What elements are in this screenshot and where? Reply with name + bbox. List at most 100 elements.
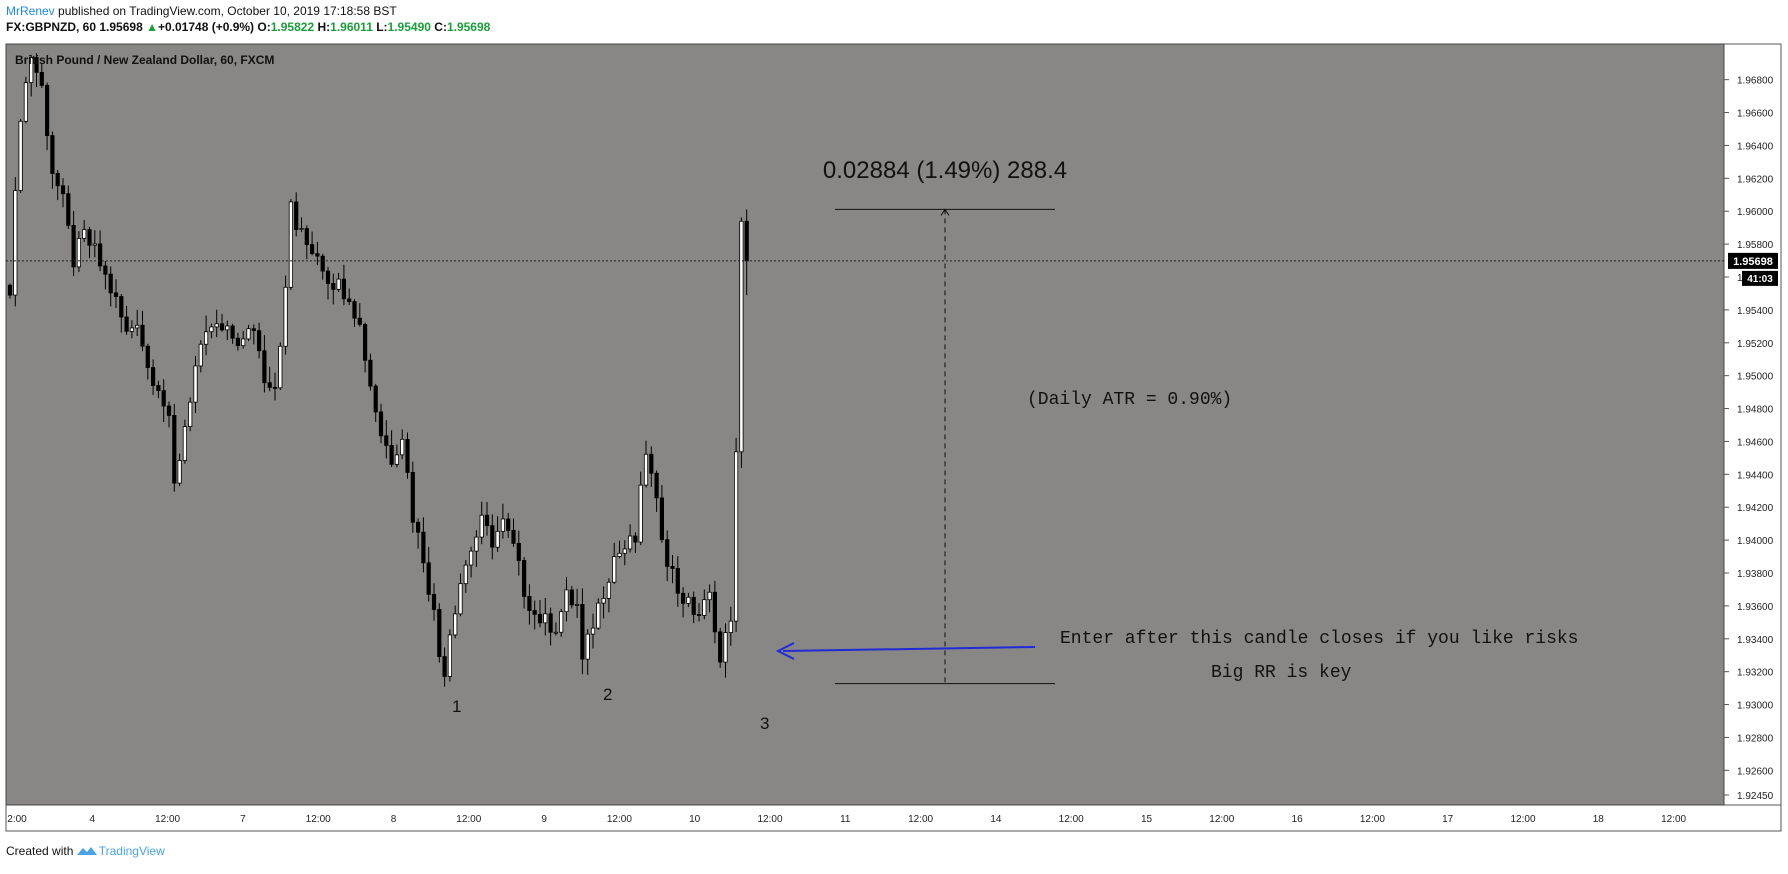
candle-body xyxy=(516,542,521,561)
candle-body xyxy=(119,296,124,318)
candle-body xyxy=(559,611,564,633)
y-tick-label: 1.93000 xyxy=(1737,701,1774,712)
candle-body xyxy=(113,292,119,297)
candle-body xyxy=(230,325,235,339)
enter-annotation: Enter after this candle closes if you li… xyxy=(1060,629,1578,649)
candle-body xyxy=(702,599,707,616)
x-tick-label: 14 xyxy=(990,814,1002,825)
candle-body xyxy=(734,451,739,622)
candle-body xyxy=(108,273,113,294)
candle-body xyxy=(166,405,172,416)
candle-body xyxy=(177,460,182,484)
tradingview-link[interactable]: TradingView xyxy=(98,844,165,858)
candle-body xyxy=(453,613,458,636)
x-tick-label: 15 xyxy=(1141,814,1153,825)
candle-body xyxy=(219,323,225,331)
candle-body xyxy=(235,337,240,347)
x-tick-label: 12:00 xyxy=(607,814,632,825)
candle-body xyxy=(373,385,378,413)
x-tick-label: 12:00 xyxy=(1209,814,1234,825)
candle-body xyxy=(341,278,347,300)
candles-layer xyxy=(7,53,749,687)
y-tick-label: 1.94000 xyxy=(1737,536,1774,547)
candle-body xyxy=(431,593,437,610)
candle-body xyxy=(691,596,696,615)
candle-body xyxy=(500,518,506,532)
x-tick-label: 18 xyxy=(1593,814,1605,825)
x-tick-label: 11 xyxy=(840,814,851,825)
candle-body xyxy=(506,518,511,531)
candle-body xyxy=(495,530,500,548)
x-tick-label: 12:00 xyxy=(1059,814,1084,825)
symbol-interval: FX:GBPNZD, 60 xyxy=(6,20,97,34)
candle-body xyxy=(29,57,34,84)
x-tick-label: 7 xyxy=(240,814,246,825)
candle-body xyxy=(463,564,468,585)
x-tick-label: 4 xyxy=(90,814,96,825)
price-axis[interactable] xyxy=(1723,43,1782,806)
countdown-badge-bg xyxy=(1742,270,1778,286)
candle-body xyxy=(188,401,193,428)
entry-arrow-line xyxy=(782,646,1036,652)
candle-body xyxy=(71,225,76,268)
candle-body xyxy=(707,591,712,601)
author-link[interactable]: MrRenev xyxy=(6,4,55,18)
candle-body xyxy=(87,229,92,246)
candle-body xyxy=(522,560,527,597)
open-value: 1.95822 xyxy=(270,20,315,34)
candle-body xyxy=(490,525,495,548)
candle-body xyxy=(686,596,691,604)
x-tick-label: 10 xyxy=(689,814,701,825)
candle-body xyxy=(368,359,373,387)
price-range-tool[interactable]: 0.02884 (1.49%) 288.4 xyxy=(823,157,1067,685)
candle-body xyxy=(681,592,686,604)
candle-body xyxy=(511,530,516,544)
x-tick-label: 12:00 xyxy=(306,814,331,825)
last-price-text: 1.95698 xyxy=(99,20,143,34)
candle-body xyxy=(696,614,702,616)
candle-body xyxy=(241,338,246,347)
candle-body xyxy=(474,536,479,552)
candle-body xyxy=(659,497,665,541)
plot-area[interactable] xyxy=(6,44,1724,805)
candle-body xyxy=(670,566,675,569)
candle-body xyxy=(352,301,357,319)
candle-body xyxy=(283,286,288,347)
candle-body xyxy=(378,411,384,437)
candle-body xyxy=(39,71,44,86)
candle-body xyxy=(606,581,612,599)
candle-body xyxy=(203,331,209,345)
candle-body xyxy=(543,613,548,624)
y-tick-label: 1.92450 xyxy=(1737,791,1774,802)
measure-label: 0.02884 (1.49%) 288.4 xyxy=(823,157,1067,184)
candle-body xyxy=(638,484,643,543)
candle-body xyxy=(7,284,13,296)
x-tick-label: 12:00 xyxy=(1360,814,1385,825)
candle-body xyxy=(628,535,633,550)
candle-body xyxy=(484,514,490,527)
time-axis[interactable] xyxy=(5,804,1782,832)
candle-body xyxy=(357,317,362,325)
candle-body xyxy=(585,633,590,660)
candle-body xyxy=(728,620,733,633)
y-tick-label: 1.93800 xyxy=(1737,569,1774,580)
y-tick-label: 1.96400 xyxy=(1737,141,1774,152)
y-tick-label: 1.93400 xyxy=(1737,635,1774,646)
candle-body xyxy=(712,591,718,633)
last-price-badge-text: 1.95698 xyxy=(1733,256,1773,268)
candle-body xyxy=(45,85,50,136)
candle-body xyxy=(336,278,341,290)
candle-body xyxy=(256,330,262,352)
candle-body xyxy=(617,552,622,557)
candle-body xyxy=(384,435,389,446)
candle-body xyxy=(124,316,129,332)
created-with-text: Created with xyxy=(6,844,74,858)
x-tick-label: 16 xyxy=(1292,814,1304,825)
candle-body xyxy=(553,631,559,634)
candle-body xyxy=(161,390,166,407)
x-tick-label: 12:00 xyxy=(155,814,180,825)
last-price-badge: 1.95698 41:03 xyxy=(1728,252,1778,286)
plot-border xyxy=(5,43,1725,806)
